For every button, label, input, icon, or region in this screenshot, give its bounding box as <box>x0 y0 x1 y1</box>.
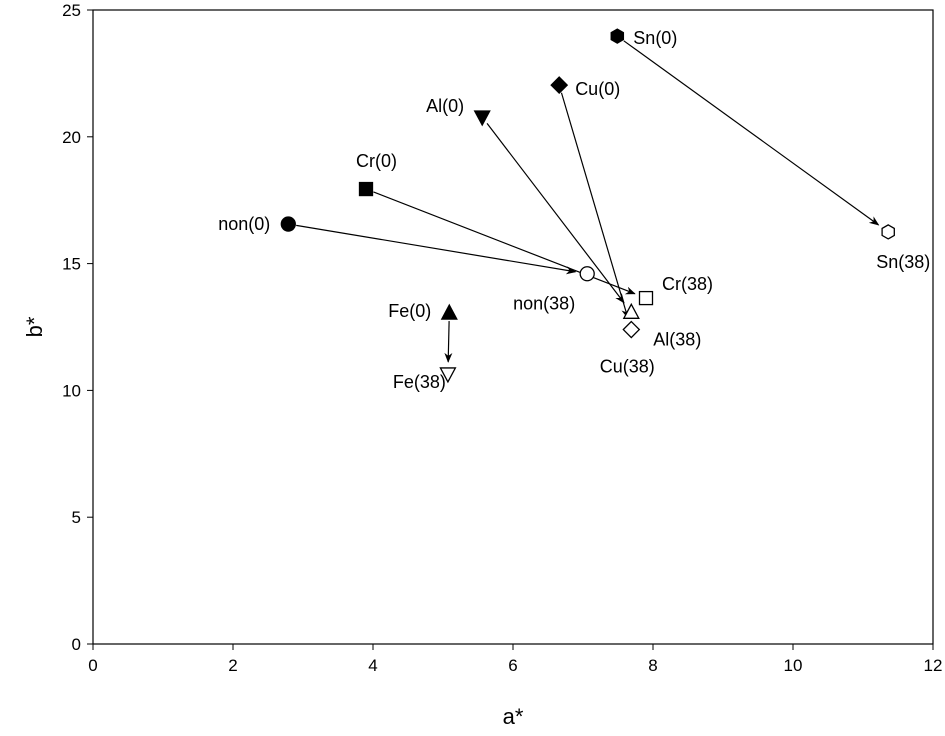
point-non0 <box>280 216 296 232</box>
point-label: non(0) <box>218 214 270 234</box>
y-tick-label: 15 <box>62 255 81 274</box>
point-label: Cr(0) <box>356 151 397 171</box>
y-tick-label: 5 <box>72 508 81 527</box>
y-axis-label: b* <box>22 316 47 337</box>
x-tick-label: 4 <box>368 656 377 675</box>
x-axis-label: a* <box>503 704 524 729</box>
point-Fe0 <box>440 303 458 320</box>
point-non38 <box>579 266 595 282</box>
point-Cu38 <box>622 320 641 339</box>
y-tick-label: 25 <box>62 1 81 20</box>
y-tick-label: 0 <box>72 635 81 654</box>
point-Sn38 <box>881 224 895 240</box>
plot-frame <box>92 9 934 645</box>
x-tick-label: 8 <box>648 656 657 675</box>
x-tick-label: 6 <box>508 656 517 675</box>
x-tick-label: 10 <box>784 656 803 675</box>
point-Al0 <box>473 110 491 127</box>
point-label: Al(38) <box>653 329 701 349</box>
y-tick-label: 20 <box>62 128 81 147</box>
x-tick-label: 12 <box>924 656 943 675</box>
point-Cr0 <box>358 181 374 197</box>
y-tick-label: 10 <box>62 381 81 400</box>
point-label: Cu(38) <box>600 357 655 377</box>
arrow-Sn0 <box>623 40 880 226</box>
point-label: Cu(0) <box>575 79 620 99</box>
point-label: Sn(38) <box>876 252 930 272</box>
point-Sn0 <box>610 28 625 44</box>
arrow-non0 <box>296 224 577 275</box>
arrow-Fe0 <box>444 321 453 363</box>
point-Fe38 <box>439 367 457 384</box>
point-Al38 <box>622 302 640 319</box>
arrow-Al0 <box>486 123 625 304</box>
arrow-Cu0 <box>560 92 630 319</box>
point-Cu0 <box>550 76 569 94</box>
point-label: Fe(38) <box>393 372 446 392</box>
point-label: non(38) <box>513 294 575 314</box>
point-label: Al(0) <box>426 96 464 116</box>
point-label: Cr(38) <box>662 274 713 294</box>
x-tick-label: 2 <box>228 656 237 675</box>
point-label: Fe(0) <box>388 301 431 321</box>
point-label: Sn(0) <box>633 28 677 48</box>
point-Cr38 <box>638 290 654 306</box>
x-tick-label: 0 <box>88 656 97 675</box>
